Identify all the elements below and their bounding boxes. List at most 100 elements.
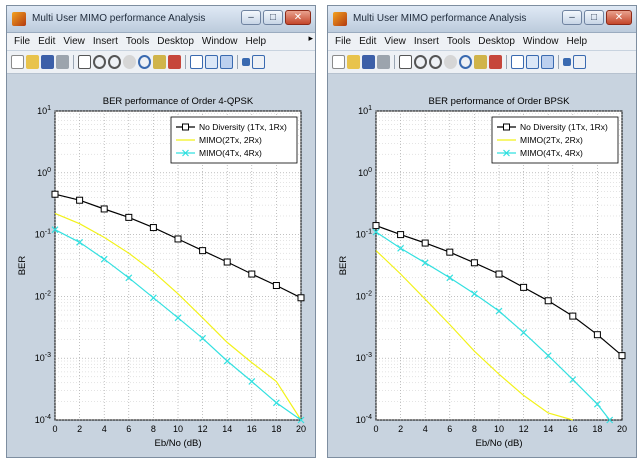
x-tick-label: 18 xyxy=(271,424,281,434)
data-point xyxy=(100,205,108,213)
brush-icon[interactable] xyxy=(168,55,181,69)
x-tick-label: 2 xyxy=(77,424,82,434)
x-tick-label: 8 xyxy=(151,424,156,434)
pan-icon[interactable] xyxy=(123,55,136,69)
menu-view[interactable]: View xyxy=(63,36,85,47)
legend-marker xyxy=(503,123,510,131)
data-point xyxy=(100,255,108,263)
y-tick-label: 10-4 xyxy=(35,414,51,425)
x-tick-label: 16 xyxy=(568,424,578,434)
menu-insert[interactable]: Insert xyxy=(92,36,118,47)
x-tick-label: 16 xyxy=(247,424,257,434)
menu-help[interactable]: Help xyxy=(566,36,588,47)
legend-entry-label: No Diversity (1Tx, 1Rx) xyxy=(199,122,287,132)
data-point xyxy=(223,258,231,266)
matlab-icon xyxy=(333,12,347,26)
menu-view[interactable]: View xyxy=(384,36,406,47)
data-point xyxy=(372,228,380,236)
edit-plot-icon[interactable] xyxy=(78,55,91,69)
brush-icon[interactable] xyxy=(489,55,502,69)
y-tick-label: 10-1 xyxy=(356,229,372,240)
menu-window[interactable]: Window xyxy=(522,36,559,47)
zoom-out-icon[interactable] xyxy=(108,55,121,69)
title-bar[interactable]: Multi User MIMO performance Analysis – □… xyxy=(7,6,315,33)
minimize-button[interactable]: – xyxy=(562,10,582,25)
open-file-icon[interactable] xyxy=(347,55,360,69)
link-plot-icon[interactable] xyxy=(190,55,203,69)
series-line-1 xyxy=(375,250,573,421)
data-cursor-icon[interactable] xyxy=(474,55,487,69)
data-point xyxy=(248,270,256,278)
y-tick-label: 101 xyxy=(358,105,372,116)
menu-desktop[interactable]: Desktop xyxy=(157,36,194,47)
new-figure-icon[interactable] xyxy=(332,55,345,69)
x-tick-label: 0 xyxy=(52,424,57,434)
print-icon[interactable] xyxy=(56,55,69,69)
title-bar[interactable]: Multi User MIMO performance Analysis – □… xyxy=(328,6,636,33)
x-tick-label: 20 xyxy=(296,424,306,434)
edit-plot-icon[interactable] xyxy=(399,55,412,69)
zoom-in-icon[interactable] xyxy=(93,55,106,69)
rotate-icon[interactable] xyxy=(459,55,472,69)
hide-plot-tools-icon[interactable] xyxy=(563,58,571,66)
menu-insert[interactable]: Insert xyxy=(413,36,439,47)
menu-overflow-icon[interactable]: ▸ xyxy=(308,33,313,43)
data-point xyxy=(149,224,157,232)
ber-chart[interactable]: 0 2 4 6 8 10 12 14 16 18 20 10-4 10-3 10-2 10-1 100 101 B… xyxy=(328,74,636,457)
ber-chart[interactable]: 0 2 4 6 8 10 12 14 16 18 20 10-4 10-3 10-2 10-1 100 101 B… xyxy=(7,74,315,457)
x-tick-label: 18 xyxy=(592,424,602,434)
menu-edit[interactable]: Edit xyxy=(38,36,56,47)
legend-icon[interactable] xyxy=(220,55,233,69)
menu-edit[interactable]: Edit xyxy=(359,36,377,47)
zoom-in-icon[interactable] xyxy=(414,55,427,69)
close-button[interactable]: ✕ xyxy=(285,10,311,25)
open-file-icon[interactable] xyxy=(26,55,39,69)
data-point xyxy=(593,400,601,408)
x-tick-label: 4 xyxy=(102,424,107,434)
legend-icon[interactable] xyxy=(541,55,554,69)
window-title: Multi User MIMO performance Analysis xyxy=(32,13,206,24)
data-point xyxy=(76,238,84,246)
chart-title: BER performance of Order BPSK xyxy=(429,96,571,107)
y-tick-label: 101 xyxy=(37,105,51,116)
x-tick-label: 6 xyxy=(447,424,452,434)
close-button[interactable]: ✕ xyxy=(606,10,632,25)
show-plot-tools-icon[interactable] xyxy=(252,55,265,69)
menu-window[interactable]: Window xyxy=(201,36,238,47)
colorbar-icon[interactable] xyxy=(526,55,539,69)
data-point xyxy=(446,248,454,256)
pan-icon[interactable] xyxy=(444,55,457,69)
maximize-button[interactable]: □ xyxy=(584,10,604,25)
menu-file[interactable]: File xyxy=(14,36,31,47)
y-tick-label: 10-3 xyxy=(35,352,51,363)
menu-tools[interactable]: Tools xyxy=(446,36,471,47)
show-plot-tools-icon[interactable] xyxy=(573,55,586,69)
data-point xyxy=(397,231,405,239)
y-tick-label: 10-1 xyxy=(35,229,51,240)
new-figure-icon[interactable] xyxy=(11,55,24,69)
menu-help[interactable]: Help xyxy=(245,36,267,47)
menu-tools[interactable]: Tools xyxy=(125,36,150,47)
y-axis-label: BER xyxy=(17,256,28,276)
data-point xyxy=(470,290,478,298)
data-point xyxy=(199,247,207,255)
legend-marker xyxy=(182,149,189,157)
data-cursor-icon[interactable] xyxy=(153,55,166,69)
save-icon[interactable] xyxy=(362,55,375,69)
maximize-button[interactable]: □ xyxy=(263,10,283,25)
print-icon[interactable] xyxy=(377,55,390,69)
data-point xyxy=(606,416,614,424)
rotate-icon[interactable] xyxy=(138,55,151,69)
zoom-out-icon[interactable] xyxy=(429,55,442,69)
save-icon[interactable] xyxy=(41,55,54,69)
minimize-button[interactable]: – xyxy=(241,10,261,25)
colorbar-icon[interactable] xyxy=(205,55,218,69)
hide-plot-tools-icon[interactable] xyxy=(242,58,250,66)
link-plot-icon[interactable] xyxy=(511,55,524,69)
menu-desktop[interactable]: Desktop xyxy=(478,36,515,47)
data-point xyxy=(248,378,256,385)
menu-file[interactable]: File xyxy=(335,36,352,47)
plot-area: 0 2 4 6 8 10 12 14 16 18 20 10-4 10-3 10-2 10-1 100 101 B… xyxy=(328,74,636,457)
data-point xyxy=(593,331,601,339)
y-tick-label: 10-3 xyxy=(356,352,372,363)
